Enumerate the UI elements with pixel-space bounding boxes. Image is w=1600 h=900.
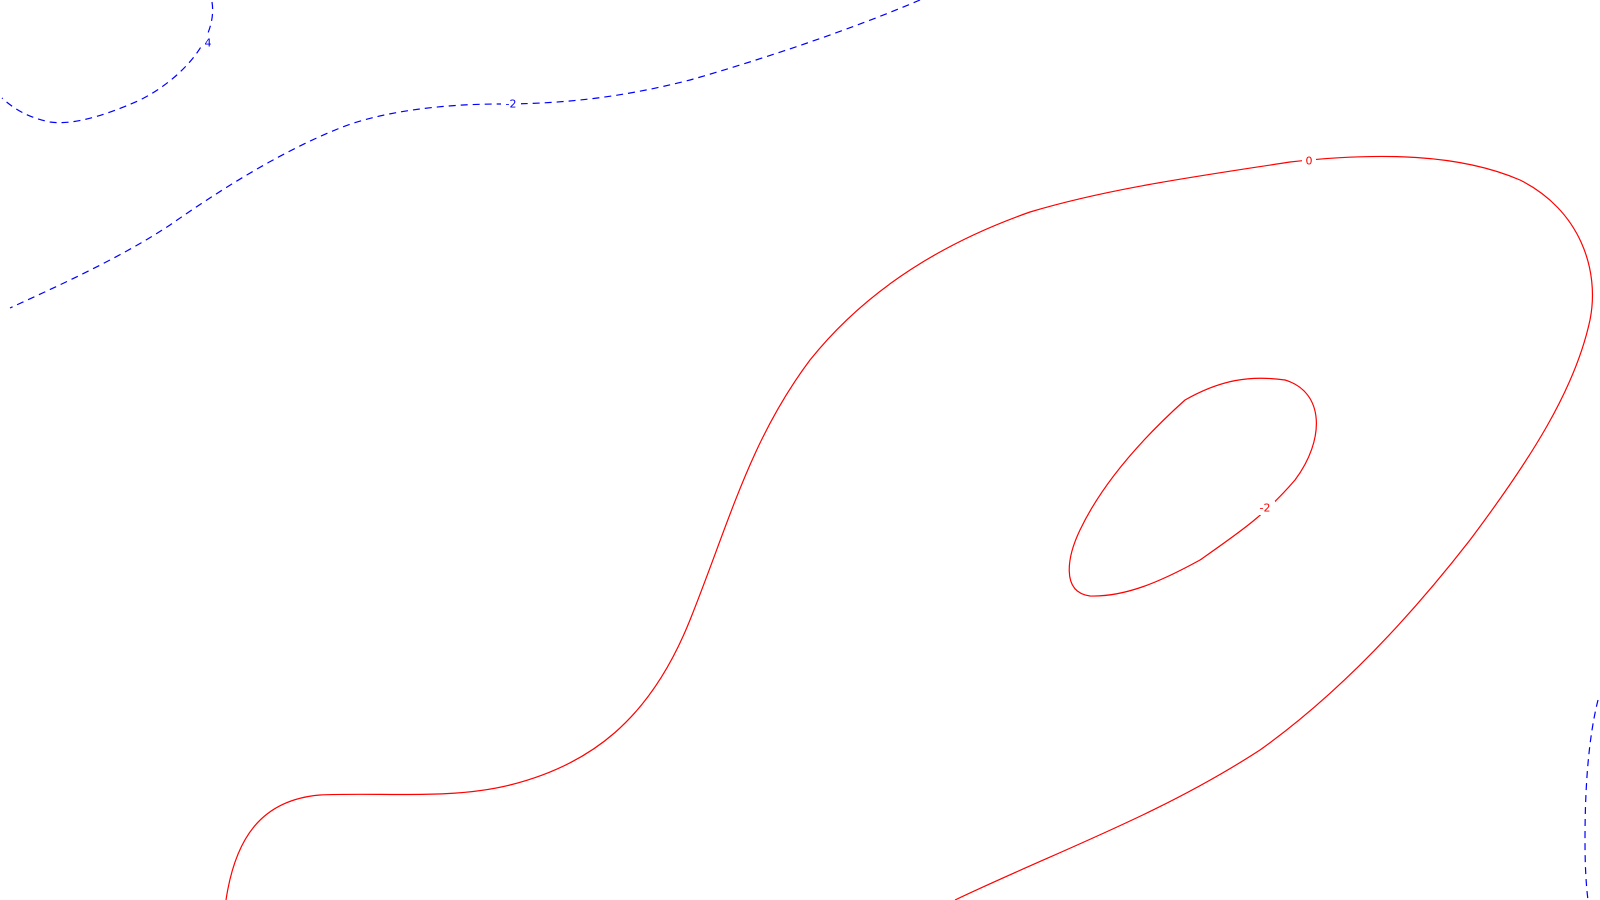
contour-line-right-edge — [1584, 699, 1599, 900]
svg-text:-2: -2 — [506, 98, 517, 111]
contour-label-neg2-red: -2 — [1255, 501, 1275, 515]
svg-text:0: 0 — [1306, 155, 1313, 168]
svg-text:-2: -2 — [1260, 502, 1271, 515]
contour-label-neg4: 4 — [202, 35, 214, 50]
contour-line-neg4 — [1, 1, 214, 124]
contour-label-zero: 0 — [1302, 154, 1316, 168]
contour-line-inner — [1068, 377, 1317, 597]
contour-line-zero — [225, 155, 1594, 900]
svg-text:4: 4 — [205, 37, 212, 50]
contour-label-neg2-blue: -2 — [501, 97, 521, 111]
contour-line-neg2 — [9, 0, 921, 309]
